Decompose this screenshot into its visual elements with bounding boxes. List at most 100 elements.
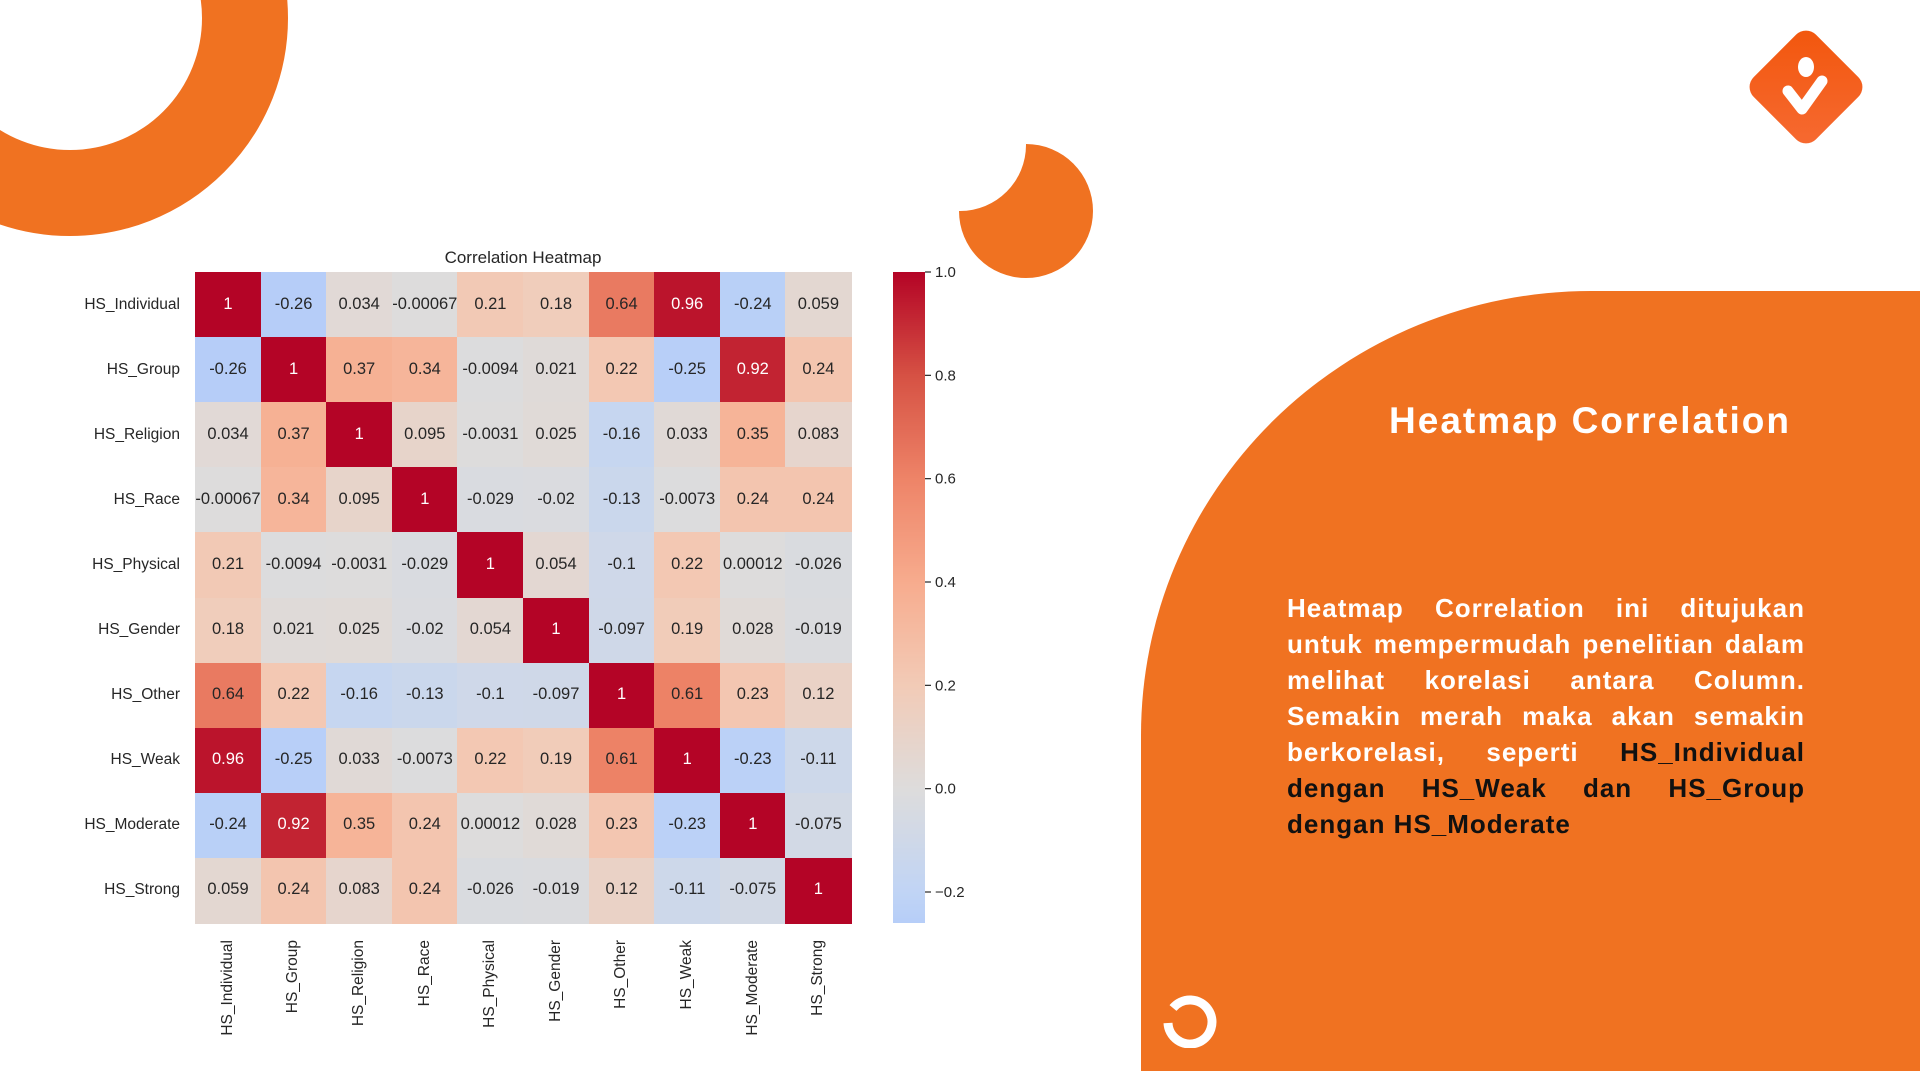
colorbar-segment bbox=[893, 380, 925, 383]
column-label: HS_Individual bbox=[218, 940, 236, 1036]
row-label: HS_Religion bbox=[93, 425, 180, 443]
colorbar-segment bbox=[893, 682, 925, 685]
colorbar-segment bbox=[893, 566, 925, 569]
colorbar-segment bbox=[893, 782, 925, 785]
heatmap-cell bbox=[588, 597, 655, 664]
column-label: HS_Moderate bbox=[743, 940, 761, 1036]
colorbar-segment bbox=[893, 454, 925, 457]
colorbar-segment bbox=[893, 824, 925, 827]
colorbar-segment bbox=[893, 460, 925, 463]
colorbar-segment bbox=[893, 760, 925, 763]
cell-value-label: 0.61 bbox=[605, 750, 638, 769]
cell-value-label: -0.26 bbox=[209, 359, 247, 378]
heatmap-cell bbox=[785, 597, 852, 664]
colorbar-segment bbox=[893, 272, 925, 275]
colorbar-segment bbox=[893, 918, 925, 921]
colorbar-segment bbox=[893, 618, 925, 621]
cell-value-label: 0.021 bbox=[272, 620, 315, 639]
cell-value-label: 0.34 bbox=[408, 359, 441, 378]
cell-value-label: 0.033 bbox=[666, 424, 708, 443]
cell-value-label: 0.083 bbox=[338, 880, 380, 899]
cell-value-label: 0.12 bbox=[802, 685, 835, 704]
cell-value-label: -0.029 bbox=[401, 554, 449, 573]
colorbar-segment bbox=[893, 550, 925, 553]
heatmap-cell bbox=[457, 532, 524, 599]
colorbar-segment bbox=[893, 342, 925, 345]
colorbar-segment bbox=[893, 778, 925, 781]
colorbar-segment bbox=[893, 396, 925, 399]
heatmap-cell bbox=[588, 402, 655, 468]
heatmap-cell bbox=[326, 597, 393, 664]
colorbar-segment bbox=[893, 614, 925, 617]
colorbar-segment bbox=[893, 382, 925, 385]
heatmap-cell bbox=[588, 337, 655, 403]
cell-value-label: -0.0094 bbox=[265, 554, 322, 573]
heatmap-cell bbox=[457, 467, 524, 533]
cell-value-label: 1 bbox=[420, 489, 430, 508]
colorbar-segment bbox=[893, 898, 925, 901]
colorbar-segment bbox=[893, 656, 925, 659]
column-label: HS_Strong bbox=[809, 940, 827, 1016]
cell-value-label: -0.23 bbox=[668, 815, 706, 834]
colorbar-segment bbox=[893, 376, 925, 379]
colorbar-segment bbox=[893, 612, 925, 615]
colorbar-segment bbox=[893, 600, 925, 603]
person-check-diamond-icon bbox=[1749, 30, 1863, 144]
colorbar-segment bbox=[893, 414, 925, 417]
column-label: HS_Gender bbox=[546, 940, 564, 1022]
heatmap-cell bbox=[588, 792, 655, 859]
heatmap-cell bbox=[719, 792, 786, 859]
colorbar-segment bbox=[893, 338, 925, 341]
colorbar-segment bbox=[893, 846, 925, 849]
heatmap-cell bbox=[654, 337, 721, 403]
cell-value-label: 0.24 bbox=[277, 880, 310, 899]
heatmap-cell bbox=[588, 727, 655, 794]
colorbar-segment bbox=[893, 744, 925, 747]
colorbar-segment bbox=[893, 390, 925, 393]
colorbar-segment bbox=[893, 626, 925, 629]
cell-value-label: 0.21 bbox=[474, 294, 507, 313]
heatmap-cell bbox=[326, 727, 393, 794]
colorbar-segment bbox=[893, 810, 925, 813]
colorbar-segment bbox=[893, 646, 925, 649]
colorbar-segment bbox=[893, 348, 925, 351]
colorbar-segment bbox=[893, 676, 925, 679]
description-text: Heatmap Correlation ini ditujukan untuk … bbox=[1287, 593, 1805, 767]
colorbar-segment bbox=[893, 766, 925, 769]
cell-value-label: -0.1 bbox=[607, 554, 636, 573]
colorbar-tick-label: 1.0 bbox=[935, 264, 956, 281]
colorbar-segment bbox=[893, 294, 925, 297]
colorbar-segment bbox=[893, 854, 925, 857]
colorbar-segment bbox=[893, 400, 925, 403]
colorbar-segment bbox=[893, 622, 925, 625]
colorbar-segment bbox=[893, 664, 925, 667]
colorbar-segment bbox=[893, 442, 925, 445]
heatmap-cell bbox=[391, 467, 458, 533]
heatmap-cell bbox=[523, 597, 590, 664]
colorbar-segment bbox=[893, 558, 925, 561]
colorbar-segment bbox=[893, 514, 925, 517]
colorbar-segment bbox=[893, 280, 925, 283]
cell-value-label: 0.22 bbox=[671, 554, 704, 573]
colorbar-segment bbox=[893, 298, 925, 301]
colorbar-segment bbox=[893, 378, 925, 381]
colorbar-segment bbox=[893, 716, 925, 719]
heatmap-cell bbox=[326, 662, 393, 729]
colorbar-segment bbox=[893, 654, 925, 657]
colorbar-segment bbox=[893, 392, 925, 395]
colorbar-segment bbox=[893, 802, 925, 805]
colorbar-segment bbox=[893, 482, 925, 485]
colorbar-segment bbox=[893, 504, 925, 507]
colorbar-segment bbox=[893, 416, 925, 419]
heatmap-cell bbox=[785, 272, 852, 338]
heatmap-cell bbox=[654, 662, 721, 729]
heatmap-cell bbox=[326, 337, 393, 403]
cell-value-label: -0.25 bbox=[274, 750, 313, 769]
colorbar-segment bbox=[893, 418, 925, 421]
heatmap-cell bbox=[785, 532, 852, 599]
heatmap-cell bbox=[523, 337, 590, 403]
heatmap-cell bbox=[654, 597, 721, 664]
colorbar-segment bbox=[893, 528, 925, 531]
heatmap-cell bbox=[260, 532, 327, 599]
heatmap-cell bbox=[588, 662, 655, 729]
